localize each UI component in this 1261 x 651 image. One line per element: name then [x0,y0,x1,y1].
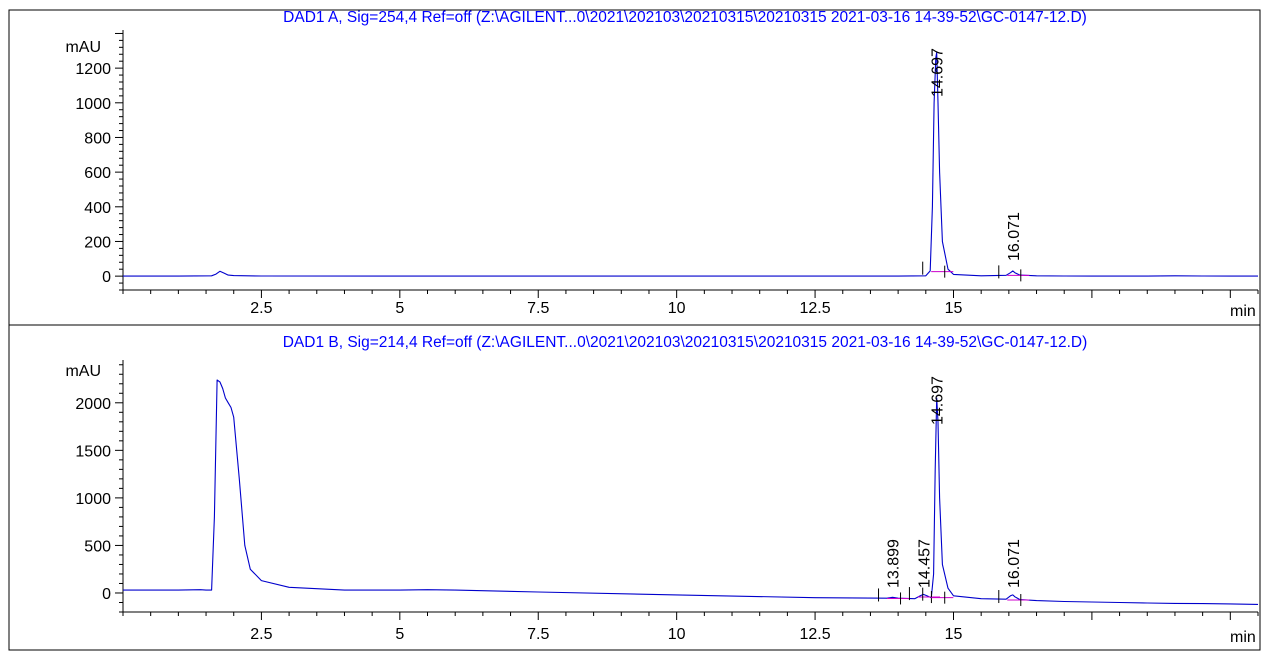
panel-a-x-axis-label: min [1230,303,1256,320]
panel-b-signal-trace [123,379,1259,605]
panel-a-plot: 14.697 16.071 [123,48,1258,282]
panel-b-y-tick-label: 500 [84,538,111,555]
panel-a-y-tick-label: 0 [102,269,111,286]
panel-b-frame [8,324,1261,651]
panel-b-y-tick-label: 2000 [75,396,111,413]
panel-a-y-tick-label: 1200 [75,61,111,78]
panel-a-x-tick-label: 15 [945,300,963,317]
chromatogram-panel-b: DAD1 B, Sig=214,4 Ref=off (Z:\AGILENT...… [8,324,1261,651]
panel-b-peak-label: 13.899 [886,539,903,588]
panel-a-title: DAD1 A, Sig=254,4 Ref=off (Z:\AGILENT...… [283,9,1087,26]
panel-b-y-tick-label: 1000 [75,491,111,508]
panel-b-plot: 13.899 14.457 14.697 16.071 [123,376,1259,607]
panel-a-axes: 0 200 400 600 800 1000 1200 2.5 5 7.5 10 12.5 15 [75,30,1259,317]
panel-b-peak-label: 16.071 [1006,539,1023,588]
panel-b-x-tick-label: 10 [668,626,686,643]
panel-a-peak-label: 14.697 [930,48,947,97]
panel-b-x-tick-label: 7.5 [527,626,549,643]
panel-a-x-tick-label: 5 [395,300,404,317]
panel-b-y-axis-label: mAU [65,363,101,380]
panel-a-y-tick-label: 800 [84,130,111,147]
panel-a-x-tick-label: 2.5 [250,300,272,317]
panel-a-y-tick-label: 400 [84,200,111,217]
panel-a-x-tick-label: 7.5 [527,300,549,317]
panel-a-signal-trace [123,51,1258,277]
panel-b-title: DAD1 B, Sig=214,4 Ref=off (Z:\AGILENT...… [283,334,1088,351]
panel-b-x-tick-label: 2.5 [250,626,272,643]
panel-a-y-tick-label: 1000 [75,96,111,113]
panel-b-y-tick-label: 1500 [75,443,111,460]
panel-b-peak-label: 14.697 [930,376,947,425]
panel-a-y-tick-label: 600 [84,165,111,182]
panel-a-x-tick-label: 10 [668,300,686,317]
panel-a-frame [8,9,1261,326]
panel-a-x-tick-label: 12.5 [800,300,831,317]
panel-b-y-tick-label: 0 [102,586,111,603]
chromatogram-panel-a: DAD1 A, Sig=254,4 Ref=off (Z:\AGILENT...… [8,9,1261,326]
panel-b-peak-label: 14.457 [916,539,933,588]
panel-b-x-axis-label: min [1230,629,1256,646]
panel-b-x-tick-label: 12.5 [800,626,831,643]
panel-b-axes: 0 500 1000 1500 2000 2.5 5 7.5 10 12.5 15 [75,360,1259,643]
panel-b-x-tick-label: 15 [945,626,963,643]
panel-b-x-tick-label: 5 [395,626,404,643]
panel-a-peak-label: 16.071 [1006,212,1023,261]
panel-a-y-tick-label: 200 [84,234,111,251]
panel-a-y-axis-label: mAU [65,39,101,56]
